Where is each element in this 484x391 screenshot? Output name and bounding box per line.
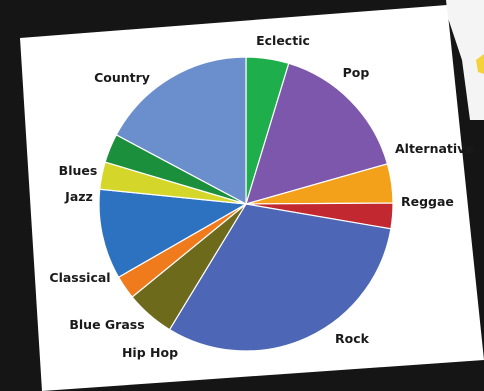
paper-edge: [446, 0, 484, 120]
label-hip-hop: Hip Hop: [122, 345, 178, 360]
label-reggae: Reggae: [401, 194, 454, 209]
label-blues: Blues: [59, 163, 98, 178]
sticky-note-corner: [476, 54, 484, 74]
label-country: Country: [94, 70, 150, 85]
label-eclectic: Eclectic: [256, 33, 310, 48]
label-alternative: Alternative: [395, 141, 474, 156]
slice-rock: [168, 203, 392, 352]
pie-slices: [98, 56, 394, 352]
label-classical: Classical: [49, 270, 110, 285]
label-jazz: Jazz: [64, 189, 93, 204]
label-pop: Pop: [343, 65, 370, 80]
slice-pop: [245, 62, 389, 205]
slice-country: [115, 56, 247, 206]
label-rock: Rock: [335, 331, 370, 346]
slice-classical: [98, 188, 248, 279]
pie-labels: Eclectic Pop Alternative Reggae Rock Hip Hop B…: [49, 33, 473, 360]
label-blue-grass: Blue Grass: [69, 317, 144, 332]
